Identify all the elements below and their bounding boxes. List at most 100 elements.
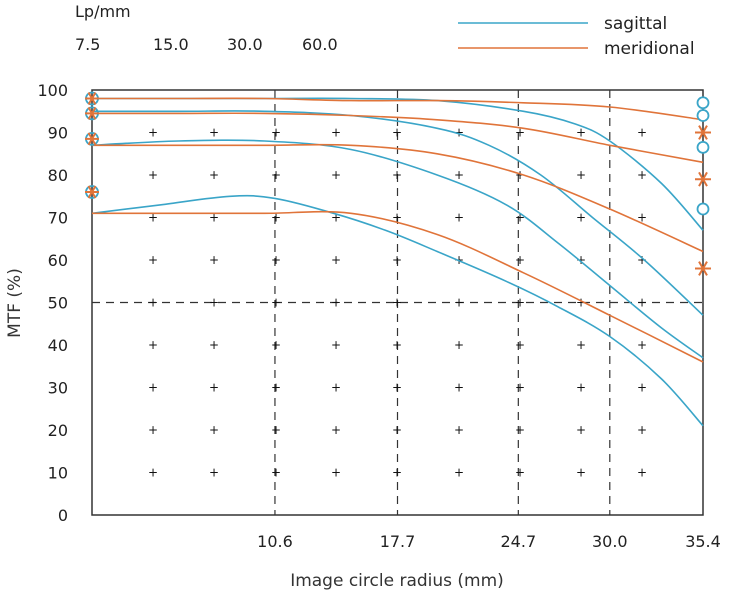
- frequency-label: 7.5: [75, 35, 100, 54]
- y-tick-label: 40: [48, 336, 68, 355]
- grid-dot: +: [454, 466, 464, 480]
- series-line-meridional: [92, 143, 704, 253]
- grid-dot: +: [392, 168, 402, 182]
- grid-dot: +: [515, 466, 525, 480]
- grid-dot: +: [576, 253, 586, 267]
- grid-dot: +: [148, 296, 158, 310]
- grid-dot: +: [331, 466, 341, 480]
- grid-dot: +: [209, 126, 219, 140]
- grid-dot: +: [331, 296, 341, 310]
- grid-dot: +: [209, 211, 219, 225]
- grid-dot: +: [331, 211, 341, 225]
- grid-dot: +: [515, 381, 525, 395]
- start-marker-star: [85, 106, 99, 120]
- grid-dot: +: [515, 338, 525, 352]
- grid-dot: +: [637, 381, 647, 395]
- end-marker-meridional: [695, 125, 711, 140]
- y-tick-label: 90: [48, 124, 68, 143]
- grid-dot: +: [331, 168, 341, 182]
- frequency-label: 15.0: [153, 35, 189, 54]
- grid-dot: +: [392, 466, 402, 480]
- x-axis-title: Image circle radius (mm): [290, 571, 504, 591]
- grid-dot: +: [148, 423, 158, 437]
- grid-dot: +: [209, 466, 219, 480]
- grid-dot: +: [454, 381, 464, 395]
- grid-dot: +: [271, 423, 281, 437]
- grid-dot: +: [576, 296, 586, 310]
- grid-dot: +: [271, 168, 281, 182]
- grid-dot: +: [148, 211, 158, 225]
- grid-dot: +: [392, 423, 402, 437]
- x-tick-label: 24.7: [501, 532, 537, 551]
- grid-dot: +: [637, 253, 647, 267]
- grid-dot: +: [148, 381, 158, 395]
- grid-dot: +: [271, 211, 281, 225]
- y-axis-title: MTF (%): [5, 268, 25, 338]
- grid-dot: +: [148, 466, 158, 480]
- grid-dot: +: [576, 423, 586, 437]
- end-marker-sagittal: [696, 96, 710, 110]
- grid-dot: +: [637, 126, 647, 140]
- grid-dot: +: [515, 211, 525, 225]
- grid-dot: +: [454, 423, 464, 437]
- grid-dot: +: [392, 296, 402, 310]
- grid-dot: +: [271, 296, 281, 310]
- y-tick-label: 60: [48, 251, 68, 270]
- grid-dot: +: [515, 168, 525, 182]
- x-tick-label: 17.7: [380, 532, 416, 551]
- grid-dot: +: [576, 211, 586, 225]
- frequency-unit-label: Lp/mm: [75, 2, 131, 21]
- grid-dot: +: [331, 423, 341, 437]
- grid-dot: +: [454, 168, 464, 182]
- y-tick-label: 10: [48, 464, 68, 483]
- grid-dot: +: [331, 338, 341, 352]
- start-marker-star: [85, 132, 99, 146]
- series-line-sagittal: [91, 139, 704, 359]
- y-tick-label: 30: [48, 379, 68, 398]
- grid-dot: +: [271, 338, 281, 352]
- grid-dot: +: [209, 296, 219, 310]
- grid-dot: +: [209, 253, 219, 267]
- grid-dot: +: [576, 381, 586, 395]
- x-tick-label: 30.0: [592, 532, 628, 551]
- series-line-sagittal: [91, 194, 704, 427]
- x-axis-ticks: 10.6 17.7 24.7 30.0 35.4: [257, 532, 721, 551]
- legend-meridional-label: meridional: [604, 39, 695, 59]
- series-line-sagittal: [92, 110, 704, 316]
- grid-dot: +: [515, 126, 525, 140]
- grid-dot: +: [637, 168, 647, 182]
- series-line-meridional: [92, 97, 704, 121]
- grid-dot: +: [637, 296, 647, 310]
- grid-dot: +: [331, 126, 341, 140]
- grid-dot: +: [271, 466, 281, 480]
- x-tick-label: 35.4: [685, 532, 721, 551]
- end-marker-sagittal: [696, 109, 710, 122]
- end-marker-meridional: [695, 171, 711, 187]
- grid-dot: +: [637, 338, 647, 352]
- frequency-label: 30.0: [227, 35, 263, 54]
- grid-dot: +: [454, 338, 464, 352]
- plot-series: [91, 97, 704, 427]
- grid-dot: +: [454, 126, 464, 140]
- grid-dot: +: [148, 168, 158, 182]
- grid-dot: +: [576, 338, 586, 352]
- grid-dot: +: [454, 296, 464, 310]
- end-marker-sagittal: [696, 140, 710, 154]
- grid-dot: +: [454, 211, 464, 225]
- series-line-meridional: [92, 210, 704, 363]
- grid-dot: +: [331, 253, 341, 267]
- grid-dot: +: [392, 211, 402, 225]
- grid-dot: +: [637, 423, 647, 437]
- end-marker-sagittal: [696, 202, 710, 216]
- grid-dot: +: [576, 168, 586, 182]
- start-marker-star: [85, 91, 99, 106]
- grid-dot: +: [209, 168, 219, 182]
- grid-dot: +: [209, 381, 219, 395]
- grid-dot: +: [392, 381, 402, 395]
- grid-dot: +: [392, 126, 402, 140]
- grid-dot: +: [392, 253, 402, 267]
- start-marker-star: [85, 185, 99, 199]
- grid-dot: +: [576, 126, 586, 140]
- grid-dot: +: [515, 253, 525, 267]
